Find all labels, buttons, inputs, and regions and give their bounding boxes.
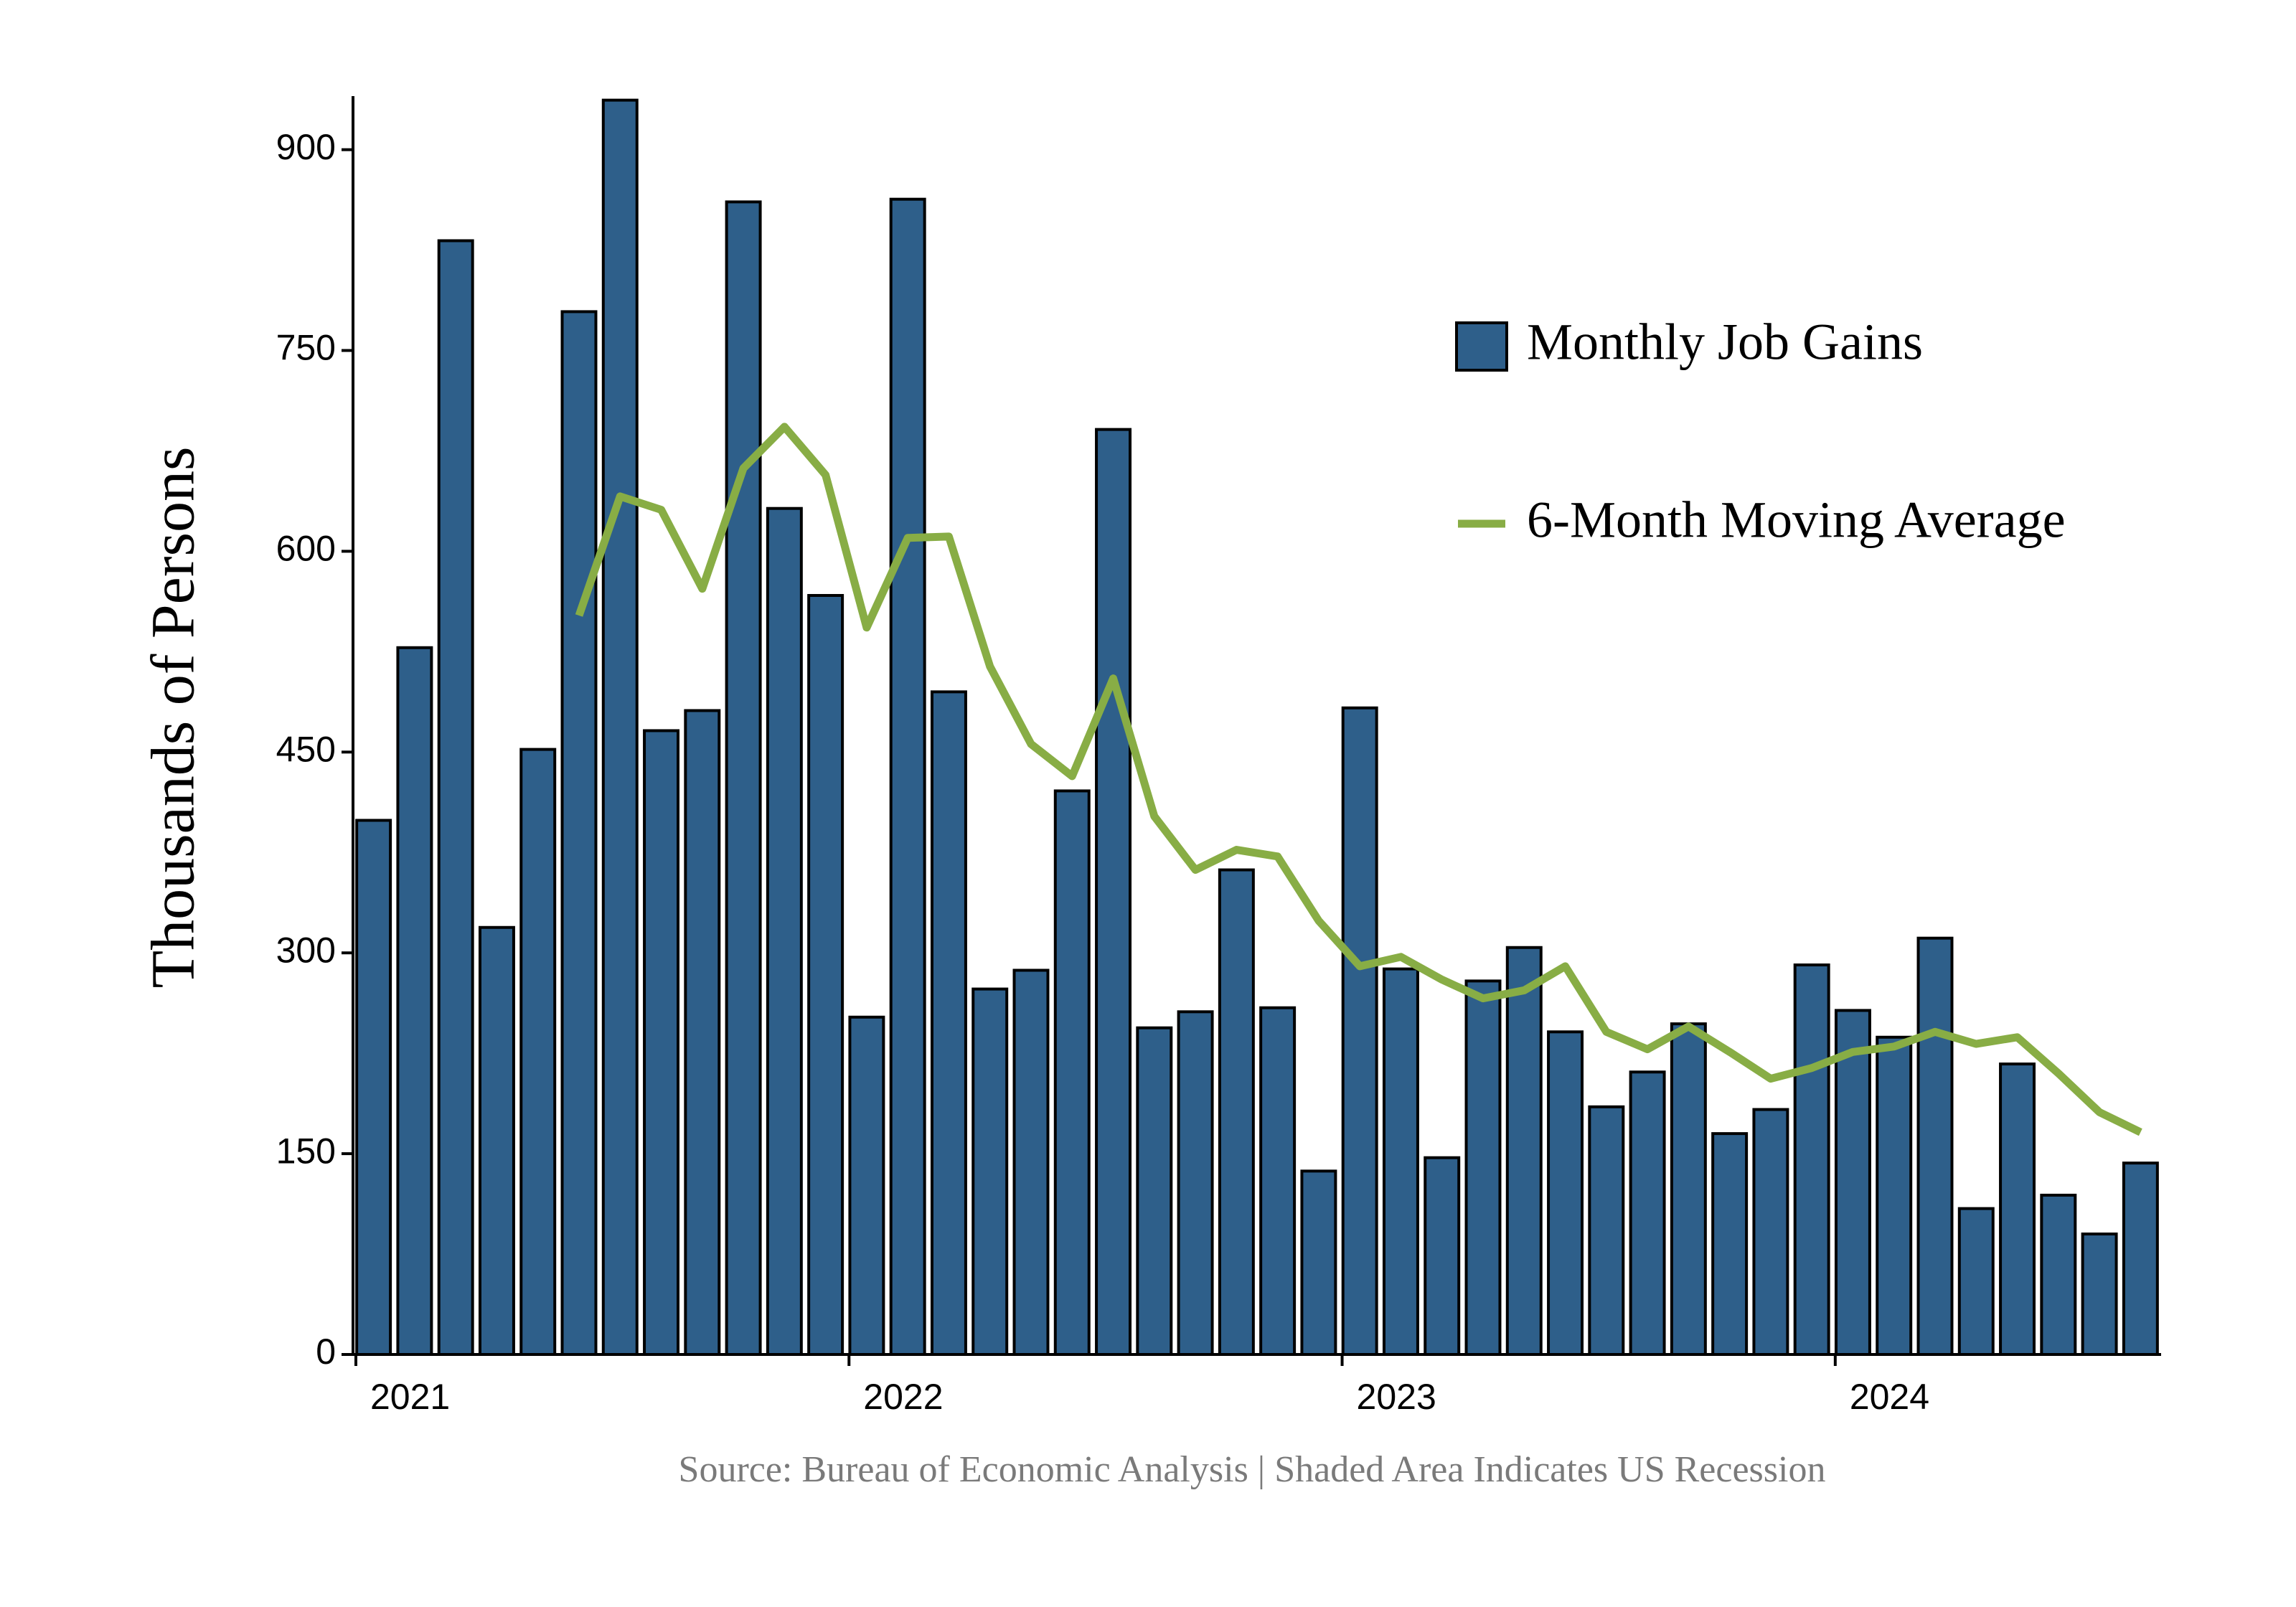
y-tick-label: 300 — [276, 930, 336, 970]
bar — [519, 748, 557, 1356]
bar — [2040, 1193, 2077, 1356]
y-tick-label: 900 — [276, 127, 336, 167]
bar — [766, 506, 803, 1357]
moving-average-layer — [575, 423, 2142, 1136]
bar — [1670, 1022, 1707, 1356]
bar — [1464, 979, 1502, 1356]
legend: Monthly Job Gains 6-Month Moving Average — [1455, 314, 2066, 549]
moving-average-line — [575, 423, 2142, 1136]
y-tick-label: 750 — [276, 328, 336, 368]
bar — [1752, 1108, 1789, 1357]
bar — [1505, 946, 1543, 1356]
bar — [643, 729, 680, 1356]
legend-label-bars: Monthly Job Gains — [1527, 314, 1923, 371]
bar — [560, 310, 598, 1356]
x-tick-label: 2023 — [1357, 1377, 1436, 1417]
bar — [478, 925, 515, 1356]
bar — [889, 197, 926, 1356]
bar — [1177, 1010, 1214, 1357]
x-tick-label: 2022 — [863, 1377, 943, 1417]
legend-swatch-bars — [1455, 321, 1508, 372]
bar — [1136, 1026, 1173, 1356]
y-axis-label: Thousands of Persons — [138, 447, 207, 989]
bars-layer — [355, 98, 2159, 1357]
bar — [1012, 969, 1050, 1356]
bar — [2081, 1233, 2118, 1357]
bar — [1259, 1006, 1297, 1356]
bar — [807, 594, 844, 1356]
bar — [396, 646, 433, 1356]
bar — [1300, 1169, 1337, 1356]
bar — [1711, 1132, 1749, 1356]
bar — [848, 1015, 885, 1357]
bar — [1629, 1070, 1666, 1357]
source-caption: Source: Bureau of Economic Analysis | Sh… — [679, 1449, 1826, 1490]
y-tick-label: 150 — [276, 1131, 336, 1171]
axes-layer: 0 150 300 450 600 750 900 2021 2022 2023 2024 — [276, 96, 2161, 1417]
bar — [601, 98, 639, 1357]
bar — [684, 709, 721, 1356]
bar — [1793, 963, 1830, 1356]
bar — [1095, 428, 1132, 1356]
x-tick-label: 2024 — [1850, 1377, 1929, 1417]
bar — [1382, 967, 1419, 1356]
bar — [437, 239, 474, 1356]
y-tick-label: 450 — [276, 730, 336, 770]
bar — [1834, 1009, 1871, 1356]
bar — [355, 819, 392, 1356]
legend-label-line: 6-Month Moving Average — [1527, 491, 2066, 549]
bar — [1218, 868, 1255, 1356]
y-tick-label: 600 — [276, 529, 336, 569]
bar — [2122, 1161, 2159, 1357]
bar — [1053, 789, 1091, 1357]
bar — [1916, 936, 1954, 1356]
bar — [1424, 1156, 1461, 1356]
bar — [1876, 1035, 1913, 1357]
bar — [1588, 1105, 1625, 1357]
bar — [930, 690, 967, 1356]
bar — [971, 987, 1009, 1356]
bar — [725, 200, 762, 1356]
bar — [1341, 706, 1378, 1356]
bar — [1957, 1207, 1995, 1356]
bar — [1547, 1030, 1584, 1357]
bar — [1999, 1062, 2036, 1356]
y-tick-label: 0 — [316, 1332, 336, 1372]
x-tick-label: 2021 — [370, 1377, 450, 1417]
